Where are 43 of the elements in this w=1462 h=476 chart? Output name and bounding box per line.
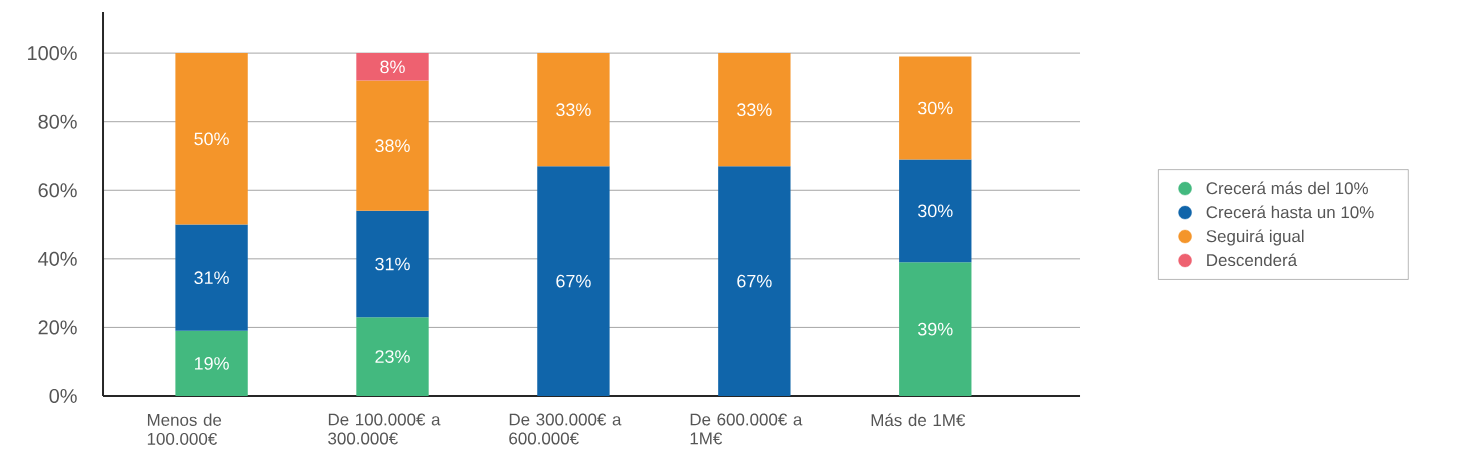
bar <box>899 159 972 263</box>
data-label: 67% <box>737 274 772 288</box>
bar <box>718 53 791 167</box>
y-tick-label: 80% <box>38 114 77 129</box>
legend-label: Descenderá <box>1207 253 1298 267</box>
bar <box>899 56 972 160</box>
bar <box>899 262 972 396</box>
legend-label: Crecerá hasta un 10% <box>1206 205 1374 219</box>
data-label: 31% <box>194 271 229 285</box>
legend-label: Seguirá igual <box>1206 229 1304 246</box>
data-label: 50% <box>194 132 229 146</box>
data-label: 39% <box>918 322 953 336</box>
data-label: 38% <box>375 139 410 153</box>
bar <box>175 330 248 396</box>
data-label: 31% <box>375 257 410 271</box>
y-tick-label: 20% <box>38 320 77 335</box>
legend-label: Crecerá más del 10% <box>1206 181 1368 195</box>
x-tick-label: Más de 1M€ <box>871 413 966 427</box>
bar <box>718 166 791 396</box>
data-label: 8% <box>380 60 405 74</box>
bar <box>175 53 248 225</box>
data-label: 23% <box>375 350 410 363</box>
data-label: 30% <box>918 101 953 115</box>
data-label: 33% <box>556 103 591 117</box>
bar <box>537 166 610 396</box>
y-tick-label: 100% <box>28 46 77 61</box>
data-label: 19% <box>194 357 229 370</box>
bar <box>356 317 429 396</box>
x-tick-label: De 300.000€ a 600.000€ <box>509 413 622 445</box>
y-tick-label: 0% <box>49 388 77 404</box>
bar <box>537 53 610 167</box>
bar <box>356 53 429 81</box>
x-tick-label: De 100.000€ a 300.000€ <box>328 413 441 445</box>
x-tick-label: De 600.000€ a 1M€ <box>690 413 803 445</box>
x-tick-label: Menos de 100.000€ <box>147 413 222 445</box>
bar <box>356 80 429 211</box>
y-tick-label: 60% <box>38 183 77 198</box>
data-label: 33% <box>737 103 772 117</box>
data-label: 67% <box>556 274 591 288</box>
bar <box>356 210 429 318</box>
data-label: 30% <box>918 204 953 218</box>
y-tick-label: 40% <box>38 251 77 266</box>
bar <box>175 224 248 331</box>
